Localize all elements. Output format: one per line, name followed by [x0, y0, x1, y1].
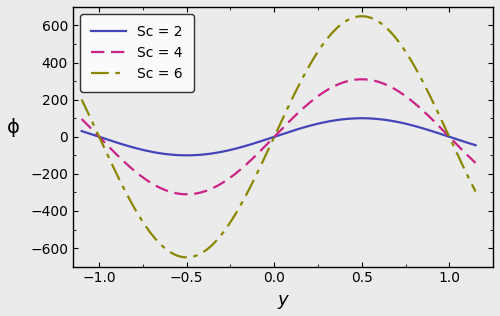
Legend: Sc = 2, Sc = 4, Sc = 6: Sc = 2, Sc = 4, Sc = 6 [80, 14, 194, 92]
Line: Sc = 2: Sc = 2 [82, 118, 475, 155]
Sc = 6 [148, 232, 154, 236]
Sc = 2 [78, 129, 84, 133]
Sc = 4 [342, 80, 348, 84]
Sc = 4 [78, 117, 84, 121]
Sc = 4 [184, 192, 190, 196]
Sc = 2 [472, 143, 478, 147]
Sc = 6 [376, 21, 382, 24]
Sc = 4 [312, 97, 318, 101]
Sc = 6 [180, 255, 186, 259]
Line: Sc = 6: Sc = 6 [82, 16, 475, 257]
Sc = 2 [359, 116, 365, 120]
Sc = 6 [258, 164, 264, 168]
Sc = 2 [148, 150, 154, 154]
Sc = 4 [472, 161, 478, 165]
Line: Sc = 4: Sc = 4 [82, 79, 475, 194]
Sc = 4 [180, 192, 186, 196]
Sc = 2 [342, 117, 348, 121]
Y-axis label: ϕ: ϕ [7, 118, 20, 137]
Sc = 4 [376, 80, 382, 84]
Sc = 4 [359, 77, 365, 81]
Sc = 4 [148, 181, 154, 185]
Sc = 2 [258, 139, 264, 143]
Sc = 6 [78, 98, 84, 101]
Sc = 2 [184, 154, 190, 157]
Sc = 6 [184, 255, 190, 259]
Sc = 6 [342, 20, 348, 23]
Sc = 2 [180, 153, 186, 157]
Sc = 2 [376, 117, 382, 121]
Sc = 6 [359, 14, 365, 18]
Sc = 4 [258, 149, 264, 153]
Sc = 6 [312, 55, 318, 59]
Sc = 2 [312, 123, 318, 126]
X-axis label: y: y [278, 291, 288, 309]
Sc = 6 [472, 190, 478, 193]
